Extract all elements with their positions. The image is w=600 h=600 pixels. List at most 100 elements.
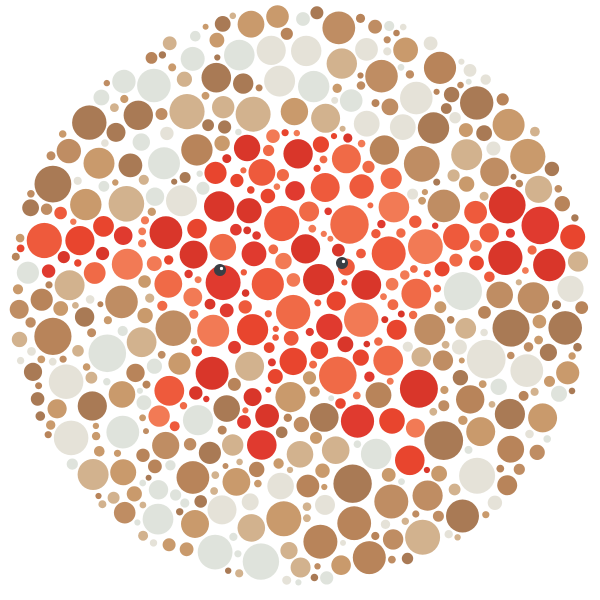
figure-dot: [443, 223, 470, 251]
ground-dot: [333, 464, 372, 503]
ground-dot: [225, 567, 232, 574]
ground-dot: [198, 441, 221, 464]
ground-dot: [532, 314, 547, 329]
figure-dot: [266, 129, 280, 143]
figure-dot: [247, 186, 255, 194]
ground-dot: [112, 69, 136, 94]
figure-dot: [230, 173, 244, 188]
ground-dot: [212, 96, 235, 119]
figure-dot: [113, 226, 133, 245]
ground-dot: [383, 47, 392, 56]
ground-dot: [492, 108, 525, 141]
ground-dot: [72, 302, 79, 309]
ground-dot: [487, 495, 503, 510]
ground-dot: [182, 405, 214, 436]
ground-dot: [465, 78, 472, 85]
figure-dot: [527, 245, 537, 255]
figure-dot: [330, 205, 369, 244]
ground-dot: [266, 501, 302, 537]
figure-dot: [371, 229, 381, 239]
ground-dot: [222, 468, 251, 496]
figure-dot: [243, 388, 262, 407]
right-eye: [336, 257, 348, 269]
ground-dot: [380, 519, 391, 529]
ground-dot: [321, 483, 328, 491]
ground-dot: [134, 519, 141, 526]
ground-dot: [145, 187, 165, 206]
ground-dot: [412, 510, 420, 518]
figure-dot: [267, 369, 283, 384]
ground-dot: [556, 361, 580, 385]
figure-dot: [268, 244, 279, 255]
ground-dot: [513, 463, 525, 475]
ground-dot: [423, 36, 438, 51]
figure-dot: [41, 264, 56, 278]
figure-dot: [219, 303, 234, 318]
ground-dot: [47, 399, 67, 419]
ground-dot: [194, 495, 207, 508]
ground-dot: [295, 579, 302, 586]
figure-dot: [54, 206, 67, 220]
ground-dot: [106, 415, 140, 449]
figure-dot: [319, 356, 357, 395]
ground-dot: [371, 99, 380, 108]
ground-dot: [326, 48, 357, 79]
figure-dot: [197, 314, 230, 347]
figure-dot: [327, 235, 334, 242]
figure-dot: [138, 239, 147, 248]
figure-dot: [314, 299, 322, 307]
ground-dot: [433, 178, 441, 186]
figure-dot: [533, 248, 566, 282]
figure-dot: [310, 341, 329, 360]
ground-dot: [496, 93, 509, 106]
ground-dot: [303, 524, 338, 559]
figure-dot: [242, 407, 249, 414]
figure-dot: [373, 345, 404, 376]
ground-dot: [575, 301, 589, 314]
ground-dot: [30, 392, 45, 406]
left-eye: [214, 264, 226, 276]
figure-dot: [408, 229, 443, 265]
ground-dot: [528, 403, 558, 433]
ground-dot: [296, 12, 310, 26]
figure-dot: [488, 186, 526, 224]
ground-dot: [176, 461, 210, 494]
figure-dot: [299, 201, 320, 222]
ground-dot: [139, 501, 147, 509]
figure-dot: [464, 200, 487, 224]
ground-dot: [126, 363, 145, 383]
ground-dot: [70, 188, 102, 221]
ground-dot: [35, 411, 46, 421]
ground-dot: [197, 534, 233, 570]
ground-dot: [418, 196, 426, 205]
figure-dot: [179, 402, 188, 410]
ground-dot: [496, 464, 505, 473]
ground-dot: [214, 135, 230, 151]
figure-dot: [248, 159, 276, 186]
figure-dot: [189, 386, 203, 400]
ground-dot: [45, 281, 53, 289]
figure-dot: [405, 418, 425, 438]
ground-dot: [365, 382, 392, 408]
figure-dot: [364, 371, 375, 382]
eye-highlight: [341, 259, 346, 264]
figure-dot: [320, 230, 327, 237]
ground-dot: [149, 539, 158, 547]
ground-dot: [162, 538, 176, 552]
figure-dot: [387, 299, 399, 311]
ground-dot: [73, 176, 82, 185]
ground-dot: [132, 133, 150, 151]
ground-dot: [515, 279, 522, 286]
ground-dot: [480, 74, 491, 85]
figure-dot: [179, 240, 208, 269]
ground-dot: [98, 180, 110, 192]
ground-dot: [432, 350, 454, 371]
figure-dot: [362, 160, 375, 173]
ground-dot: [480, 157, 509, 187]
figure-dot: [357, 139, 366, 148]
ground-dot: [183, 438, 197, 451]
figure-dot: [183, 287, 203, 307]
ground-dot: [142, 503, 174, 535]
ground-dot: [568, 387, 576, 395]
figure-dot: [312, 136, 329, 153]
